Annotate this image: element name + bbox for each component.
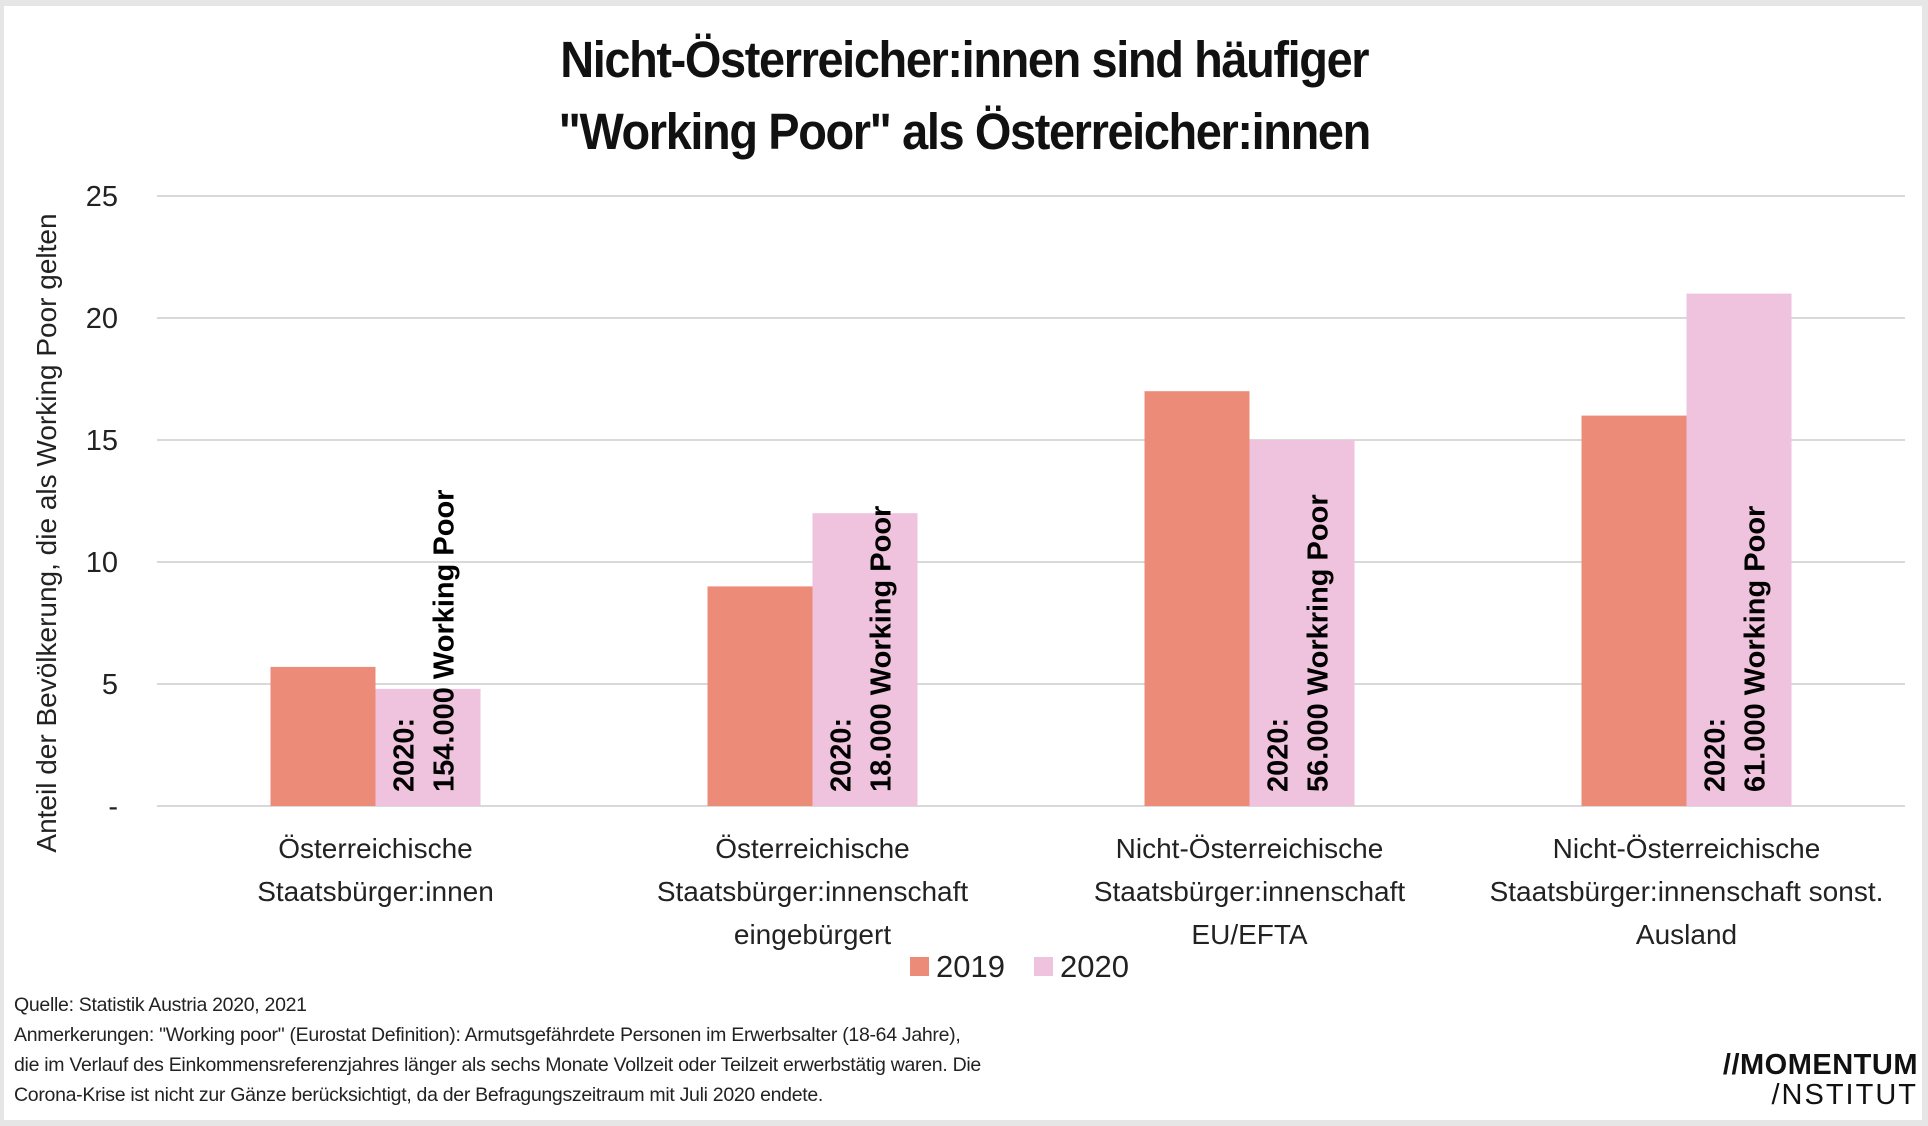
y-tick-label: 5: [102, 669, 118, 701]
remark-line-3: Corona-Krise ist nicht zur Gänze berücks…: [14, 1084, 824, 1106]
y-tick-label: 20: [86, 303, 118, 335]
y-tick-label: 10: [86, 547, 118, 579]
y-axis-ticks: - 5 10 15 20 25: [86, 181, 118, 823]
bar-annotation-line: 2020:: [1700, 718, 1732, 792]
remark-line-1: Anmerkerungen: "Working poor" (Eurostat …: [14, 1024, 961, 1046]
bar-2020-2: [812, 513, 918, 806]
category-label: Österreichische: [715, 833, 910, 864]
legend-label-2020: 2020: [1060, 949, 1129, 984]
category-label: Staatsbürger:innenschaft: [657, 876, 969, 907]
category-label: eingebürgert: [734, 919, 891, 950]
bar-2019-1: [270, 666, 376, 806]
bar-annotation-line: 2020:: [389, 718, 421, 792]
y-tick-label: -: [108, 791, 118, 823]
bars: [270, 293, 1792, 807]
category-label: Nicht-Österreichische: [1553, 833, 1821, 864]
bar-annotation-line: 2020:: [826, 718, 858, 792]
logo-line-1: //MOMENTUM: [1722, 1049, 1918, 1081]
bar-2019-3: [1144, 391, 1250, 806]
legend-swatch-2019: [910, 957, 929, 976]
bar-annotation-line: 56.000 Workring Poor: [1303, 494, 1335, 792]
bar-annotation-line: 18.000 Working Poor: [866, 506, 898, 792]
bar-annotations: 2020: 154.000 Working Poor 2020: 18.000 Wor…: [389, 490, 1772, 792]
chart-title: Nicht-Österreicher:innen sind häufiger "…: [77, 24, 1851, 168]
bar-2020-4: [1686, 293, 1792, 807]
bar-annotation-line: 61.000 Working Poor: [1740, 506, 1772, 792]
legend-swatch-2020: [1034, 957, 1053, 976]
category-label: EU/EFTA: [1191, 919, 1307, 950]
category-label: Staatsbürger:innenschaft: [1094, 876, 1406, 907]
source-note: Quelle: Statistik Austria 2020, 2021: [14, 994, 307, 1016]
bar-annotation-line: 2020:: [1263, 718, 1295, 792]
category-label: Staatsbürger:innenschaft sonst.: [1490, 876, 1884, 907]
bar-2019-4: [1581, 415, 1687, 806]
legend-label-2019: 2019: [936, 949, 1005, 984]
category-label: Staatsbürger:innen: [257, 876, 494, 907]
category-label: Ausland: [1636, 919, 1737, 950]
y-tick-label: 25: [86, 181, 118, 213]
remark-line-2: die im Verlauf des Einkommensreferenzjah…: [14, 1054, 981, 1076]
category-label: Österreichische: [278, 833, 473, 864]
bar-2019-2: [707, 586, 813, 806]
logo-line-2: /NSTITUT: [1771, 1079, 1918, 1111]
chart-title-line-2: "Working Poor" als Österreicher:innen: [558, 103, 1372, 160]
chart-title-line-1: Nicht-Österreicher:innen sind häufiger: [560, 31, 1369, 88]
bar-2020-1: [375, 688, 481, 806]
category-labels: Österreichische Staatsbürger:innen Österre…: [257, 833, 1883, 950]
legend: 2019 2020: [910, 949, 1129, 984]
momentum-institut-logo: //MOMENTUM /NSTITUT: [1723, 1050, 1918, 1110]
bar-annotation-line: 154.000 Working Poor: [429, 490, 461, 792]
y-axis-label: Anteil der Bevölkerung, die als Working …: [31, 213, 62, 852]
footnotes: Quelle: Statistik Austria 2020, 2021 Anm…: [14, 990, 981, 1110]
category-label: Nicht-Österreichische: [1116, 833, 1384, 864]
bar-2020-3: [1249, 440, 1355, 806]
y-tick-label: 15: [86, 425, 118, 457]
